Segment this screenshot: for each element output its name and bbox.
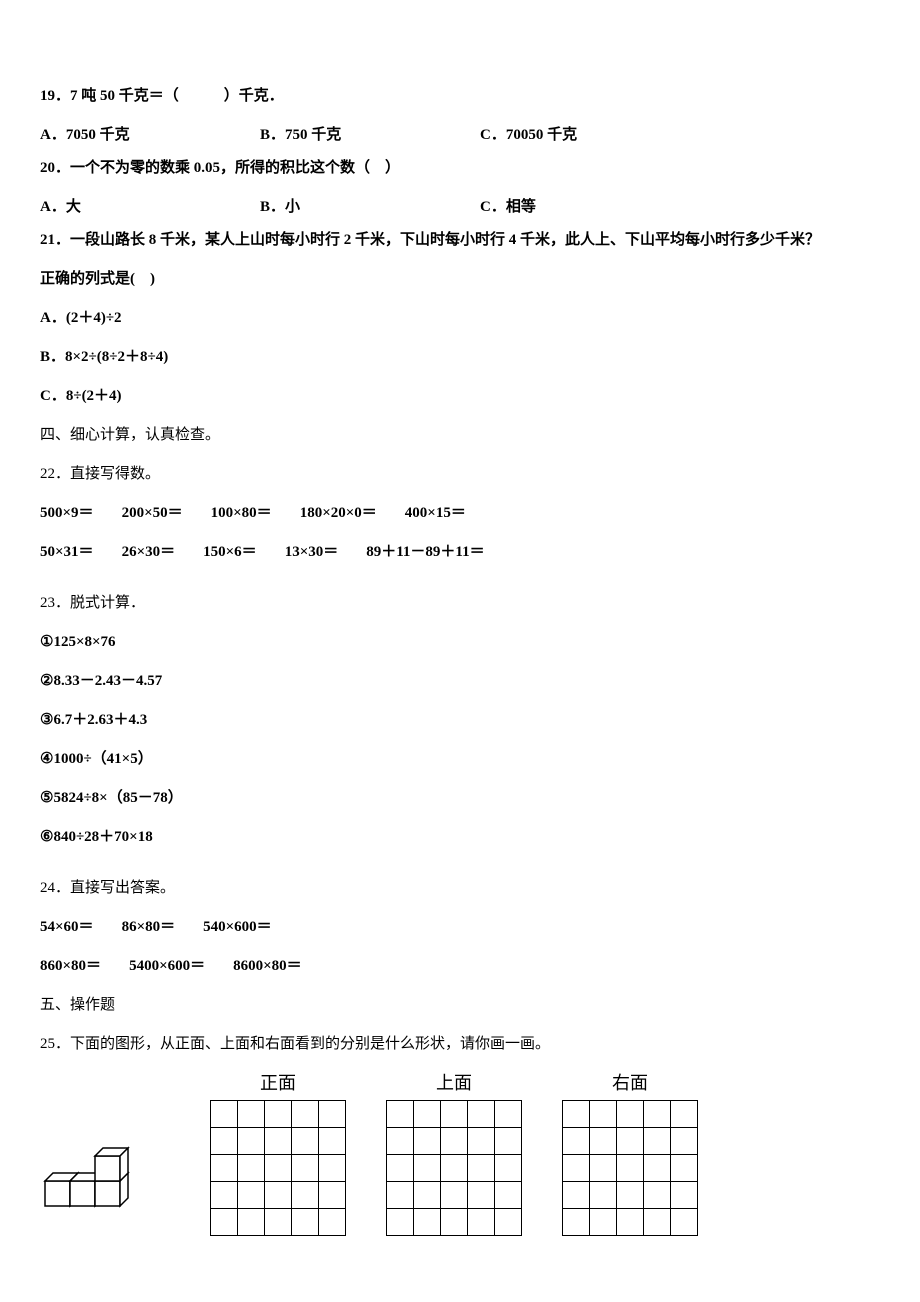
q20-stem: 20．一个不为零的数乘 0.05，所得的积比这个数（ ） — [40, 152, 880, 185]
q22-row2: 50×31＝ 26×30＝ 150×6＝ 13×30＝ 89＋11－89＋11＝ — [40, 536, 880, 569]
q25-stem: 25．下面的图形，从正面、上面和右面看到的分别是什么形状，请你画一画。 — [40, 1028, 880, 1061]
q24-r2-1: 860×80＝ — [40, 950, 101, 983]
q19-choice-a: A．7050 千克 — [40, 119, 260, 152]
q24-r2-3: 8600×80＝ — [233, 950, 302, 983]
q22-r1-1: 500×9＝ — [40, 497, 94, 530]
q25-grid-right-table — [562, 1100, 698, 1236]
q25-grid-right: 右面 — [562, 1071, 698, 1236]
q22-r1-3: 100×80＝ — [211, 497, 272, 530]
q24-r1-2: 86×80＝ — [122, 911, 176, 944]
q22-r2-3: 150×6＝ — [203, 536, 257, 569]
q23-stem: 23．脱式计算． — [40, 587, 880, 620]
q25-label-top: 上面 — [386, 1071, 522, 1096]
q22-r2-1: 50×31＝ — [40, 536, 94, 569]
q22-r2-4: 13×30＝ — [285, 536, 339, 569]
q22-row1: 500×9＝ 200×50＝ 100×80＝ 180×20×0＝ 400×15＝ — [40, 497, 880, 530]
cubes-icon — [40, 1136, 175, 1226]
q25-grid-front: 正面 — [210, 1071, 346, 1236]
q24-stem: 24．直接写出答案。 — [40, 872, 880, 905]
q23-item-6: ⑥840÷28＋70×18 — [40, 821, 880, 854]
q21-stem2: 正确的列式是( ) — [40, 263, 880, 296]
q19-choices: A．7050 千克 B．750 千克 C．70050 千克 — [40, 119, 880, 152]
q21-stem: 21．一段山路长 8 千米，某人上山时每小时行 2 千米，下山时每小时行 4 千… — [40, 224, 880, 257]
q24-r1-1: 54×60＝ — [40, 911, 94, 944]
q19-choice-b: B．750 千克 — [260, 119, 480, 152]
q21-choice-a: A．(2＋4)÷2 — [40, 302, 880, 335]
q21-choice-b: B．8×2÷(8÷2＋8÷4) — [40, 341, 880, 374]
q21-choice-c: C．8÷(2＋4) — [40, 380, 880, 413]
q24-r2-2: 5400×600＝ — [129, 950, 205, 983]
q23-item-3: ③6.7＋2.63＋4.3 — [40, 704, 880, 737]
q25-label-right: 右面 — [562, 1071, 698, 1096]
q25-grid-front-table — [210, 1100, 346, 1236]
q24-row1: 54×60＝ 86×80＝ 540×600＝ — [40, 911, 880, 944]
q20-choice-b: B．小 — [260, 191, 480, 224]
q22-r1-4: 180×20×0＝ — [300, 497, 377, 530]
q19-stem: 19．7 吨 50 千克＝（ ）千克． — [40, 80, 880, 113]
q19-choice-c: C．70050 千克 — [480, 119, 700, 152]
q23-item-4: ④1000÷（41×5） — [40, 743, 880, 776]
q24-row2: 860×80＝ 5400×600＝ 8600×80＝ — [40, 950, 880, 983]
q25-label-front: 正面 — [210, 1071, 346, 1096]
q23-item-1: ①125×8×76 — [40, 626, 880, 659]
q22-stem: 22．直接写得数。 — [40, 458, 880, 491]
q20-choices: A．大 B．小 C．相等 — [40, 191, 880, 224]
q20-choice-c: C．相等 — [480, 191, 700, 224]
q25-grid-top-table — [386, 1100, 522, 1236]
section5-title: 五、操作题 — [40, 989, 880, 1022]
q25-grid-top: 上面 — [386, 1071, 522, 1236]
q25-cubes-figure — [40, 1136, 210, 1236]
section4-title: 四、细心计算，认真检查。 — [40, 419, 880, 452]
q20-choice-a: A．大 — [40, 191, 260, 224]
q23-item-2: ②8.33－2.43－4.57 — [40, 665, 880, 698]
q22-r2-2: 26×30＝ — [122, 536, 176, 569]
q23-item-5: ⑤5824÷8×（85－78） — [40, 782, 880, 815]
q22-r1-2: 200×50＝ — [122, 497, 183, 530]
q24-r1-3: 540×600＝ — [203, 911, 272, 944]
q25-figure-row: 正面 上面 右面 — [40, 1071, 880, 1236]
q22-r2-5: 89＋11－89＋11＝ — [366, 536, 484, 569]
q22-r1-5: 400×15＝ — [405, 497, 466, 530]
